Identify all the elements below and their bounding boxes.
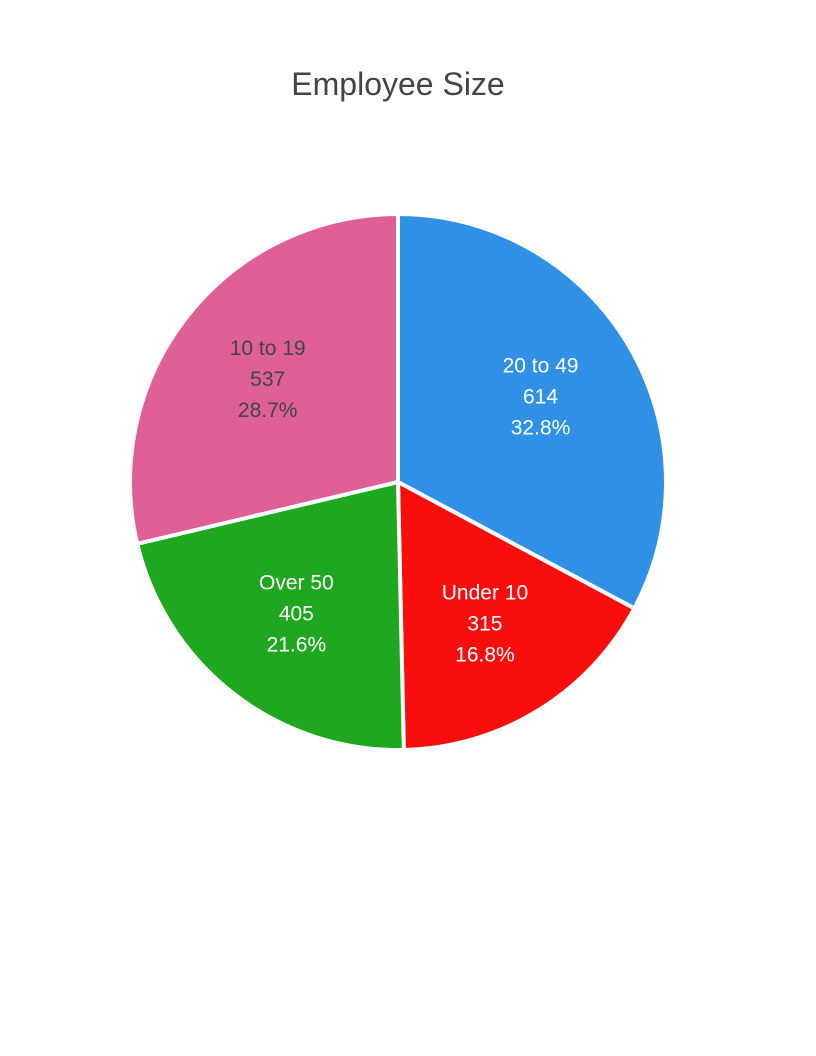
pie-slices	[128, 212, 668, 752]
slice-percent-label: 32.8%	[511, 417, 571, 440]
slice-category-label: Under 10	[442, 582, 528, 605]
slice-value-label: 405	[279, 602, 314, 625]
pie-slice-20-to-49[interactable]	[396, 212, 668, 611]
pie-labels: 20 to 49 614 32.8% Under 10 315 16.8% Over 50 4…	[230, 337, 579, 667]
slice-data-label: 20 to 49 614 32.8%	[503, 355, 579, 440]
slice-value-label: 614	[523, 386, 558, 409]
chart-title: Employee Size	[291, 66, 505, 102]
slice-percent-label: 21.6%	[267, 633, 327, 656]
pie-slice-under-10[interactable]	[396, 480, 637, 752]
pie-slice-10-to-19[interactable]	[128, 212, 400, 546]
slice-category-label: 10 to 19	[230, 337, 306, 360]
slice-value-label: 537	[250, 368, 285, 391]
slice-data-label: Under 10 315 16.8%	[442, 582, 528, 667]
pie-slice-over-50[interactable]	[135, 480, 406, 752]
slice-percent-label: 28.7%	[238, 399, 298, 422]
slice-category-label: 20 to 49	[503, 355, 579, 378]
slice-category-label: Over 50	[259, 571, 334, 594]
slice-data-label: Over 50 405 21.6%	[259, 571, 334, 656]
slice-data-label: 10 to 19 537 28.7%	[230, 337, 306, 422]
slice-percent-label: 16.8%	[455, 644, 515, 667]
slice-value-label: 315	[467, 613, 502, 636]
